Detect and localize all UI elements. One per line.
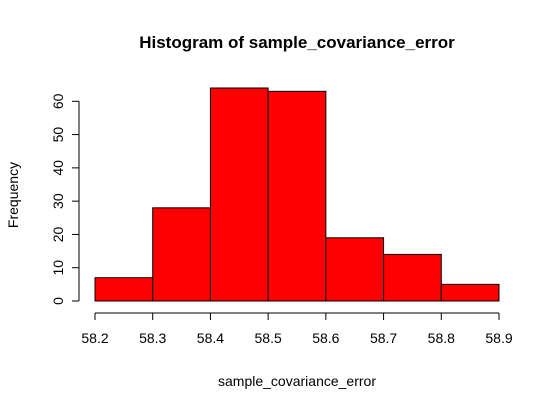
y-axis-label: Frequency <box>5 162 21 228</box>
histogram-bar-7 <box>440 283 500 302</box>
histogram-bar-1 <box>94 277 154 302</box>
x-tick-label: 58.6 <box>312 330 339 346</box>
histogram-bar-3 <box>209 87 269 302</box>
x-tick-label: 58.3 <box>139 330 166 346</box>
x-tick-label: 58.7 <box>370 330 397 346</box>
x-tick-label: 58.5 <box>255 330 282 346</box>
y-tick-label: 10 <box>50 260 66 276</box>
histogram-bar-4 <box>267 90 327 302</box>
y-tick-label: 0 <box>50 297 66 305</box>
y-tick-label: 20 <box>50 226 66 242</box>
x-tick-label: 58.4 <box>197 330 224 346</box>
y-tick-label: 30 <box>50 193 66 209</box>
x-axis-label: sample_covariance_error <box>218 373 376 389</box>
chart-title: Histogram of sample_covariance_error <box>139 33 455 52</box>
y-axis: 0 10 20 30 40 50 60 <box>50 93 80 305</box>
y-tick-label: 40 <box>50 160 66 176</box>
y-tick-label: 60 <box>50 93 66 109</box>
histogram-bar-2 <box>152 207 211 302</box>
x-tick-label: 58.2 <box>81 330 108 346</box>
bars-group <box>94 87 500 302</box>
x-tick-label: 58.9 <box>485 330 512 346</box>
histogram-bar-6 <box>383 253 442 302</box>
histogram-bar-5 <box>325 237 385 302</box>
x-axis: 58.2 58.3 58.4 58.5 58.6 58.7 58.8 58.9 <box>81 312 513 346</box>
y-tick-label: 50 <box>50 127 66 143</box>
x-tick-label: 58.8 <box>428 330 455 346</box>
